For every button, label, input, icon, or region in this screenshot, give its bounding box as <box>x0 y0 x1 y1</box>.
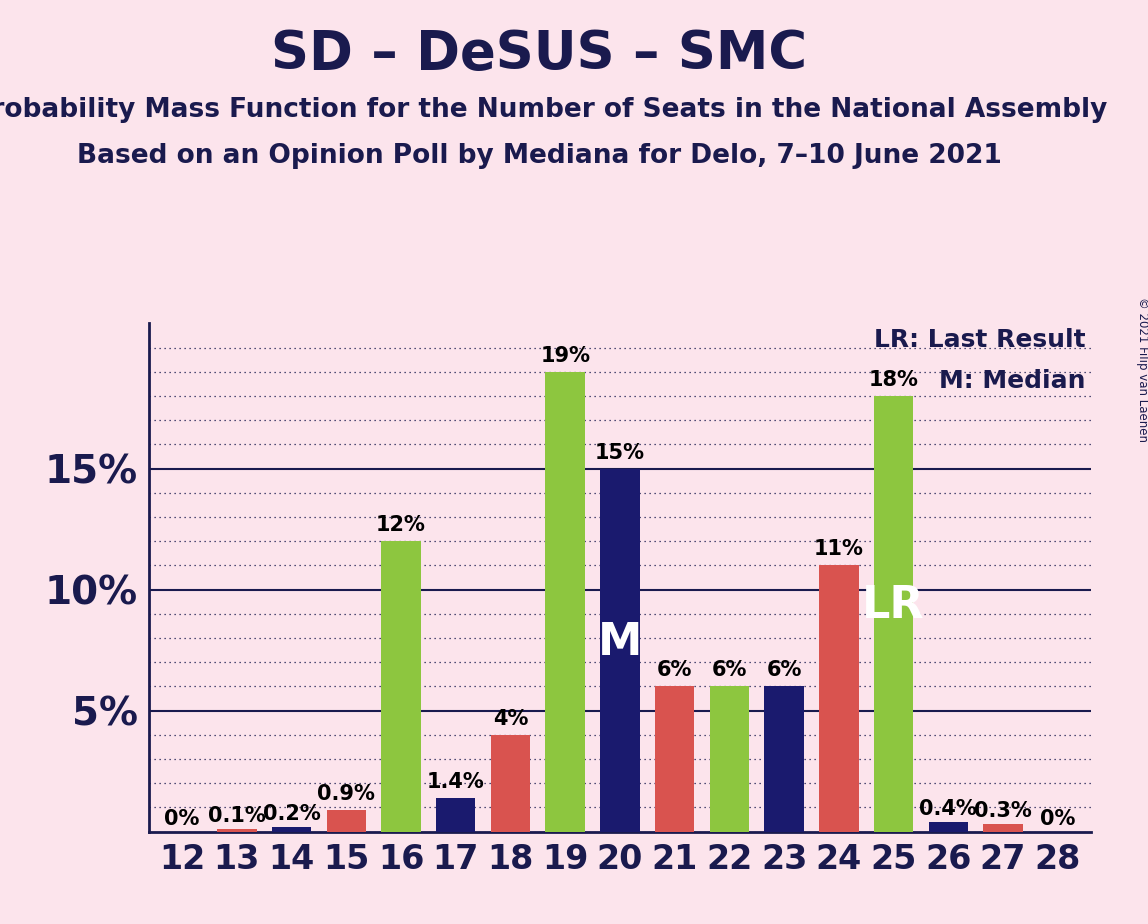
Bar <box>545 371 584 832</box>
Text: LR: Last Result: LR: Last Result <box>875 328 1086 352</box>
Bar <box>600 468 639 832</box>
Text: 0.1%: 0.1% <box>208 807 265 826</box>
Bar <box>490 735 530 832</box>
Text: 6%: 6% <box>712 661 747 680</box>
Text: 15%: 15% <box>595 443 645 463</box>
Bar <box>272 827 311 832</box>
Bar <box>381 541 420 832</box>
Text: Based on an Opinion Poll by Mediana for Delo, 7–10 June 2021: Based on an Opinion Poll by Mediana for … <box>77 143 1002 169</box>
Bar <box>874 396 914 832</box>
Text: Probability Mass Function for the Number of Seats in the National Assembly: Probability Mass Function for the Number… <box>0 97 1108 123</box>
Text: 18%: 18% <box>869 370 918 390</box>
Text: 0.2%: 0.2% <box>263 804 320 824</box>
Text: LR: LR <box>862 584 925 626</box>
Text: 19%: 19% <box>541 346 590 366</box>
Bar <box>217 829 256 832</box>
Text: 11%: 11% <box>814 540 863 559</box>
Text: M: Median: M: Median <box>939 369 1086 393</box>
Text: 0.4%: 0.4% <box>920 799 977 819</box>
Text: M: M <box>598 621 642 664</box>
Bar <box>929 822 968 832</box>
Bar <box>820 565 859 832</box>
Bar <box>436 797 475 832</box>
Bar <box>656 687 695 832</box>
Bar <box>326 809 366 832</box>
Text: 0.3%: 0.3% <box>975 801 1032 821</box>
Text: © 2021 Filip van Laenen: © 2021 Filip van Laenen <box>1135 298 1148 442</box>
Text: 0%: 0% <box>164 808 200 829</box>
Text: 0%: 0% <box>1040 808 1076 829</box>
Text: 4%: 4% <box>492 709 528 729</box>
Text: 12%: 12% <box>377 516 426 535</box>
Text: 0.9%: 0.9% <box>317 784 375 804</box>
Text: 6%: 6% <box>657 661 692 680</box>
Text: 6%: 6% <box>767 661 801 680</box>
Text: 1.4%: 1.4% <box>427 772 484 792</box>
Text: SD – DeSUS – SMC: SD – DeSUS – SMC <box>271 28 808 79</box>
Bar <box>709 687 750 832</box>
Bar <box>984 824 1023 832</box>
Bar <box>765 687 804 832</box>
